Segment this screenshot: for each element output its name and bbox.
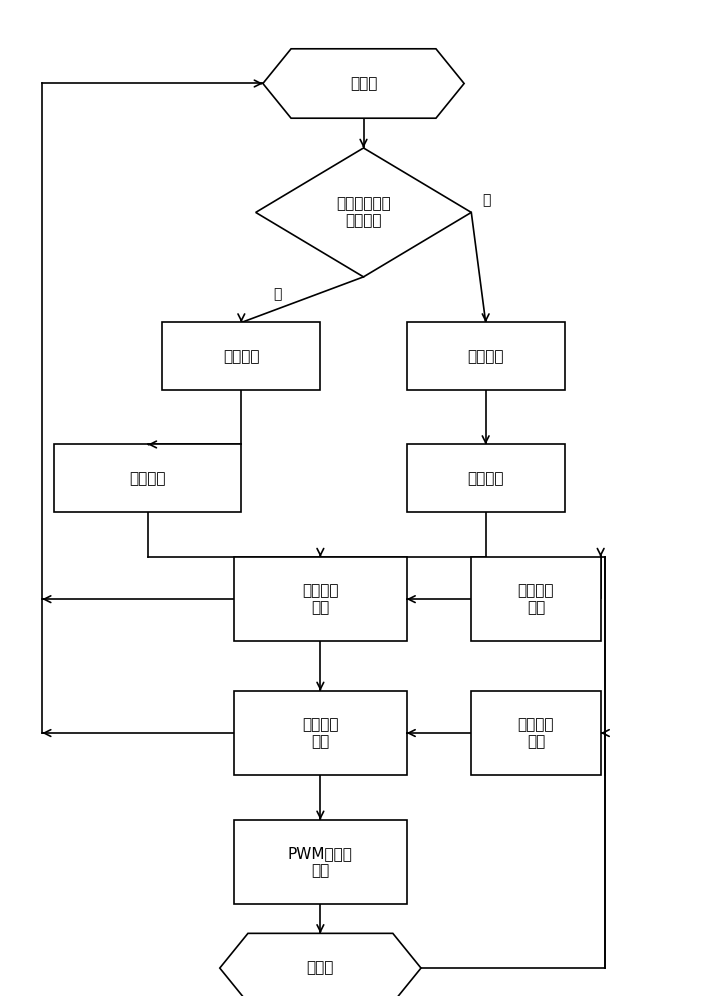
Text: 电流反馈
采样: 电流反馈 采样	[518, 717, 554, 749]
Polygon shape	[220, 933, 421, 1000]
Text: 指令调理: 指令调理	[467, 471, 504, 486]
Polygon shape	[263, 49, 464, 118]
Text: 判断数字指令
是否正常: 判断数字指令 是否正常	[336, 196, 391, 229]
FancyBboxPatch shape	[406, 444, 565, 512]
Text: 电流闭环
运算: 电流闭环 运算	[302, 717, 339, 749]
FancyBboxPatch shape	[55, 444, 241, 512]
Text: 数字指令: 数字指令	[223, 349, 260, 364]
Text: 是: 是	[273, 287, 281, 301]
FancyBboxPatch shape	[471, 691, 601, 775]
Text: 否: 否	[482, 194, 491, 208]
Text: 位移反馈
采样: 位移反馈 采样	[518, 583, 554, 615]
FancyBboxPatch shape	[234, 557, 406, 641]
FancyBboxPatch shape	[406, 322, 565, 390]
FancyBboxPatch shape	[471, 557, 601, 641]
Text: 数字通信: 数字通信	[129, 471, 166, 486]
Text: PWM控制量
生成: PWM控制量 生成	[288, 846, 353, 878]
Text: 模拟指令: 模拟指令	[467, 349, 504, 364]
Polygon shape	[256, 148, 471, 277]
Text: 上位机: 上位机	[350, 76, 377, 91]
FancyBboxPatch shape	[234, 691, 406, 775]
Text: 液压阀: 液压阀	[307, 961, 334, 976]
FancyBboxPatch shape	[234, 820, 406, 904]
FancyBboxPatch shape	[162, 322, 321, 390]
Text: 位置闭环
运算: 位置闭环 运算	[302, 583, 339, 615]
